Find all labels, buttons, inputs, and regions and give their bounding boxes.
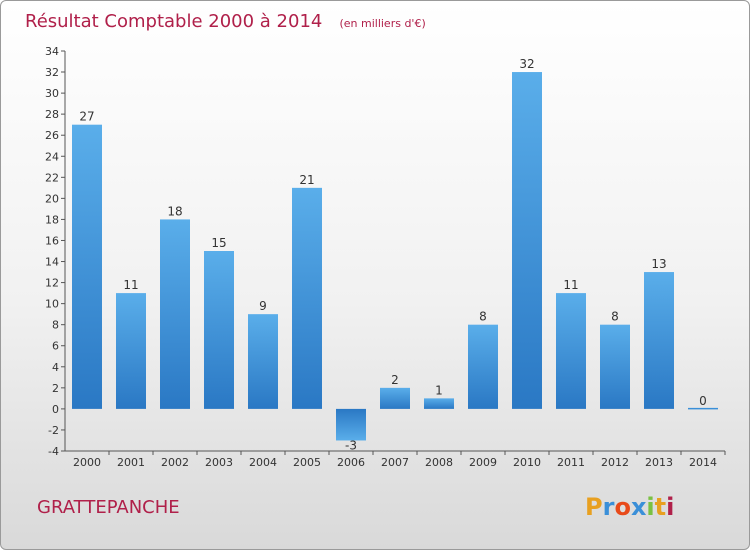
value-label-2014: 0 <box>699 394 707 408</box>
x-tick-label-2004: 2004 <box>249 456 277 469</box>
bar-2008 <box>424 398 454 409</box>
x-tick-label-2003: 2003 <box>205 456 233 469</box>
bar-2006 <box>336 408 366 441</box>
proxiti-logo: Proxiti <box>585 493 674 521</box>
value-label-2012: 8 <box>611 310 619 324</box>
y-tick-label: 24 <box>45 150 59 163</box>
logo-letter: t <box>655 493 666 521</box>
x-tick-label-2014: 2014 <box>689 456 717 469</box>
x-tick-label-2005: 2005 <box>293 456 321 469</box>
x-tick-label-2009: 2009 <box>469 456 497 469</box>
bars <box>72 72 718 441</box>
y-tick-label: 20 <box>45 192 59 205</box>
y-tick-label: 4 <box>52 361 59 374</box>
x-tick-label-2000: 2000 <box>73 456 101 469</box>
value-label-2009: 8 <box>479 310 487 324</box>
y-tick-label: -4 <box>48 445 59 458</box>
logo-letter: x <box>631 493 647 521</box>
logo-letter: i <box>646 493 654 521</box>
bar-2005 <box>292 187 322 409</box>
y-tick-label: 18 <box>45 213 59 226</box>
y-tick-label: 8 <box>52 319 59 332</box>
x-tick-label-2010: 2010 <box>513 456 541 469</box>
y-tick-label: 16 <box>45 234 59 247</box>
bar-2001 <box>116 293 146 409</box>
bar-2014 <box>688 407 718 410</box>
value-label-2003: 15 <box>211 236 226 250</box>
value-label-2006: -3 <box>345 438 357 452</box>
logo-letter: P <box>585 493 603 521</box>
x-tick-label-2012: 2012 <box>601 456 629 469</box>
logo-letter: r <box>603 493 615 521</box>
y-tick-label: 28 <box>45 108 59 121</box>
bar-2000 <box>72 124 102 409</box>
value-label-2000: 27 <box>79 110 94 124</box>
x-tick-label-2013: 2013 <box>645 456 673 469</box>
bar-2009 <box>468 324 498 409</box>
bar-2011 <box>556 293 586 409</box>
y-tick-label: 14 <box>45 256 59 269</box>
y-tick-label: 6 <box>52 340 59 353</box>
x-tick-label-2007: 2007 <box>381 456 409 469</box>
bar-2002 <box>160 219 190 409</box>
value-label-2010: 32 <box>519 57 534 71</box>
x-tick-label-2011: 2011 <box>557 456 585 469</box>
y-tick-label: -2 <box>48 424 59 437</box>
value-label-2013: 13 <box>651 257 666 271</box>
bar-2013 <box>644 272 674 409</box>
commune-name: GRATTEPANCHE <box>37 497 180 518</box>
x-tick-label-2001: 2001 <box>117 456 145 469</box>
value-label-2007: 2 <box>391 373 399 387</box>
x-axis-ticks: 2000 2001 2002 2003 2004 2005 2006 2007 2008 2009… <box>73 451 726 469</box>
chart-title: Résultat Comptable 2000 à 2014 (en milli… <box>25 11 426 32</box>
x-tick-label-2008: 2008 <box>425 456 453 469</box>
bar-2010 <box>512 72 542 409</box>
y-tick-label: 0 <box>52 403 59 416</box>
value-label-2004: 9 <box>259 299 267 313</box>
y-tick-label: 10 <box>45 298 59 311</box>
y-tick-label: 12 <box>45 277 59 290</box>
y-tick-label: 34 <box>45 45 59 58</box>
bar-2003 <box>204 251 234 409</box>
x-tick-label-2006: 2006 <box>337 456 365 469</box>
value-label-2005: 21 <box>299 173 314 187</box>
y-tick-label: 26 <box>45 129 59 142</box>
value-label-2008: 1 <box>435 383 443 397</box>
x-tick-label-2002: 2002 <box>161 456 189 469</box>
axes <box>64 51 725 452</box>
bar-2012 <box>600 324 630 409</box>
value-label-2002: 18 <box>167 204 182 218</box>
logo-letter: i <box>666 493 674 521</box>
chart-title-main: Résultat Comptable 2000 à 2014 <box>25 11 322 32</box>
logo-letter: o <box>614 493 631 521</box>
value-label-2001: 11 <box>123 278 138 292</box>
chart-title-unit: (en milliers d'€) <box>339 17 425 30</box>
value-label-2011: 11 <box>563 278 578 292</box>
y-tick-label: 32 <box>45 66 59 79</box>
bar-2004 <box>248 314 278 409</box>
y-tick-label: 30 <box>45 87 59 100</box>
y-tick-label: 2 <box>52 382 59 395</box>
bar-2007 <box>380 387 410 409</box>
y-tick-label: 22 <box>45 171 59 184</box>
